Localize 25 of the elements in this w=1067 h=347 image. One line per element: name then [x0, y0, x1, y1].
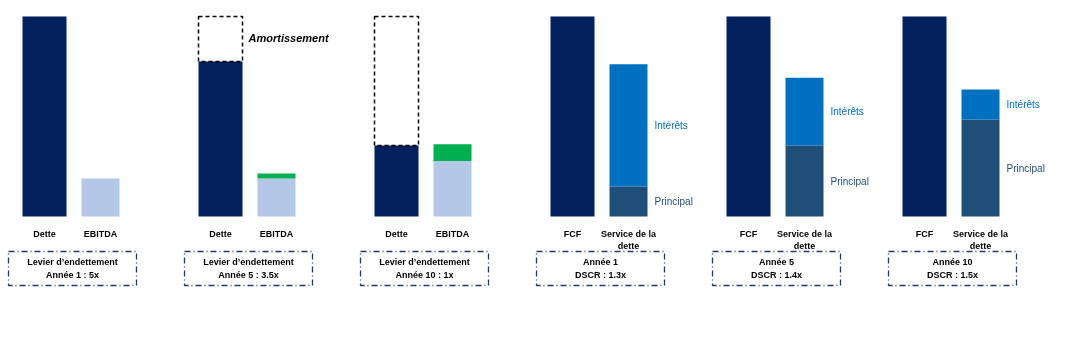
x-tick-label: Service de la dette	[600, 228, 658, 251]
series-label: Intérêts	[654, 119, 688, 131]
x-axis-title: Année 10 DSCR : 1.5x	[926, 256, 979, 281]
series-label: Intérêts	[830, 106, 864, 118]
x-tick-label: Dette	[385, 228, 408, 239]
series-label: Principal	[1006, 162, 1045, 174]
x-axis-title: Levier d’endettement Année 10 : 1x	[379, 256, 470, 281]
x-tick-label: Dette	[209, 228, 232, 239]
series-label: Principal	[654, 196, 693, 207]
x-axis-title: Année 1 DSCR : 1.3x	[574, 256, 627, 281]
x-tick-label: FCF	[739, 228, 758, 239]
series-label: Principal	[830, 175, 869, 187]
x-tick-label: EBITDA	[259, 228, 294, 239]
x-axis-title: Levier d’endettement Année 5 : 3.5x	[203, 256, 294, 281]
x-tick-label: FCF	[563, 228, 582, 239]
x-tick-label: EBITDA	[435, 228, 470, 239]
x-axis-title: Année 5 DSCR : 1.4x	[750, 256, 803, 281]
x-tick-label: Dette	[33, 228, 56, 239]
x-tick-label: Service de la dette	[776, 228, 834, 251]
x-tick-label: Service de la dette	[952, 228, 1010, 251]
x-axis-title: Levier d’endettement Année 1 : 5x	[27, 256, 118, 281]
annotation: Amortissement	[247, 31, 330, 44]
x-tick-label: FCF	[915, 228, 934, 239]
series-label: Intérêts	[1006, 99, 1040, 110]
x-tick-label: EBITDA	[83, 228, 118, 239]
